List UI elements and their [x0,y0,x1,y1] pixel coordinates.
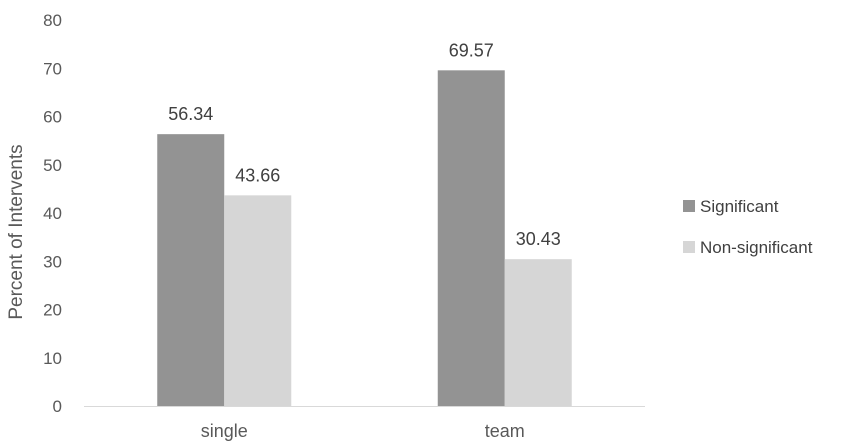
legend-label: Non-significant [700,238,813,257]
y-tick-label: 50 [43,156,62,175]
y-axis-ticks: 0 10 20 30 40 50 60 70 80 [43,11,62,416]
data-label: 69.57 [449,40,494,60]
category-labels: single team [201,421,525,441]
y-tick-label: 70 [43,59,62,78]
data-label: 56.34 [168,104,213,124]
data-labels: 56.34 43.66 69.57 30.43 [168,40,561,249]
y-tick-label: 0 [53,397,62,416]
bar-non-significant-single [224,195,292,406]
legend-swatch [683,241,695,253]
y-tick-label: 30 [43,252,62,271]
category-label-team: team [485,421,525,441]
category-label-single: single [201,421,248,441]
y-tick-label: 60 [43,108,62,127]
legend-swatch [683,200,695,212]
data-label: 30.43 [516,229,561,249]
legend-label: Significant [700,197,779,216]
y-tick-label: 40 [43,204,62,223]
y-tick-label: 80 [43,11,62,30]
bar-significant-team [437,70,505,406]
y-tick-label: 20 [43,301,62,320]
y-axis-label: Percent of Intervents [6,144,27,319]
y-tick-label: 10 [43,349,62,368]
legend: Significant Non-significant [683,197,813,257]
bars [157,70,572,407]
bar-significant-single [157,134,225,407]
bar-non-significant-team [504,259,572,406]
data-label: 43.66 [235,165,280,185]
